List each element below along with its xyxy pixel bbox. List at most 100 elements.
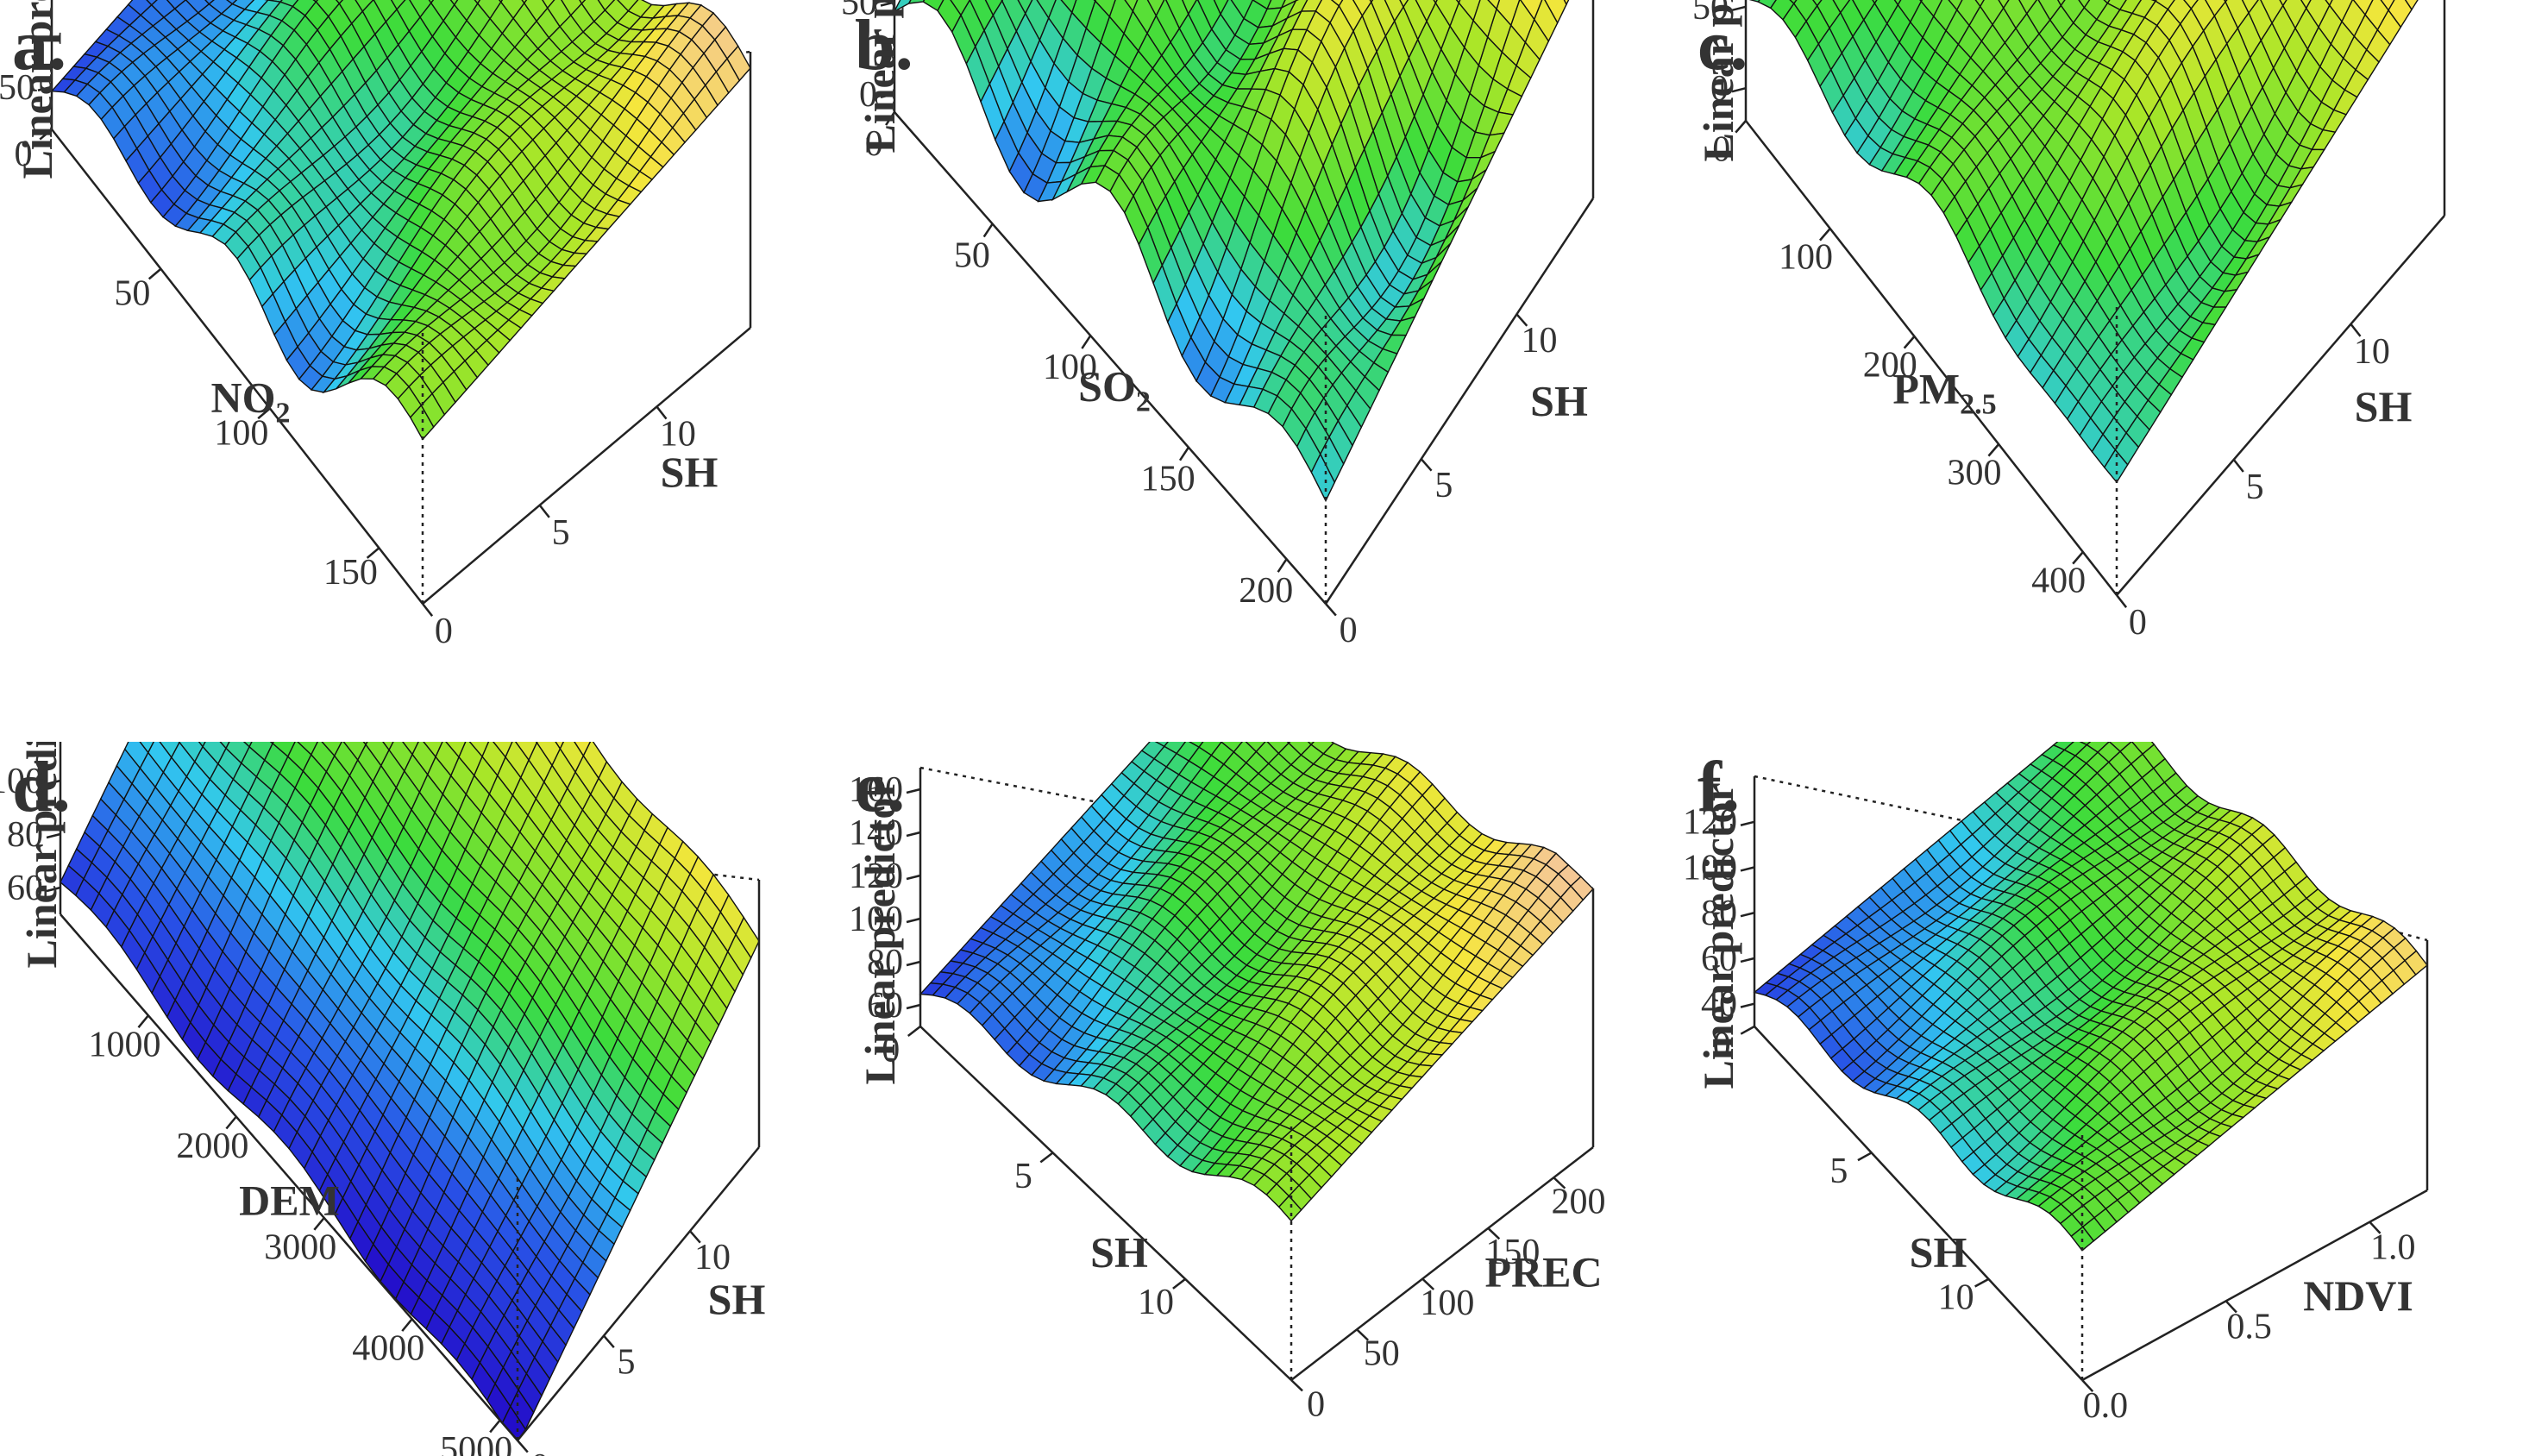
z-tick-label: 100 xyxy=(0,0,35,2)
x-tick-label: 100 xyxy=(214,413,268,453)
x-axis-label: SO2 xyxy=(1078,362,1151,418)
x-axis-label-subscript: 2 xyxy=(276,398,291,430)
z-tick-mark xyxy=(880,92,895,98)
surface-cell xyxy=(2057,0,2066,7)
y-tick-mark xyxy=(1290,1379,1303,1392)
x-axis-label: SH xyxy=(1090,1228,1148,1277)
x-tick-label: 4000 xyxy=(352,1329,424,1369)
panel-letter: a. xyxy=(12,5,66,85)
x-axis-label: NO2 xyxy=(211,373,291,430)
x-tick-mark xyxy=(2072,551,2084,565)
surface-cell xyxy=(1748,0,1760,3)
x-axis-line xyxy=(60,913,518,1441)
surface-mesh xyxy=(50,0,751,441)
z-axis-label: Linear predictor xyxy=(856,778,904,1084)
x-tick-mark xyxy=(1178,446,1189,461)
y-tick-mark xyxy=(2116,594,2128,608)
z-axis-label: Linear predictor xyxy=(1694,0,1742,162)
y-axis-label: SH xyxy=(708,1275,766,1323)
z-tick-label: 120 xyxy=(849,857,903,896)
z-tick-mark xyxy=(1731,5,1747,11)
x-tick-mark xyxy=(147,267,162,280)
z-tick-mark xyxy=(906,831,921,838)
y-tick-label: 150 xyxy=(1485,1233,1540,1272)
surface-plot: 501001500501001500510a.Linear predictorN… xyxy=(0,0,752,651)
x-axis-label: DEM xyxy=(239,1177,340,1225)
x-tick-label: 0 xyxy=(882,1030,900,1070)
panel-letter: e. xyxy=(855,747,905,827)
y-tick-label: 10 xyxy=(660,415,696,455)
y-tick-label: 5 xyxy=(2246,468,2264,507)
surface-mesh xyxy=(1753,742,2428,1252)
x-tick-label: 100 xyxy=(1043,348,1097,387)
z-tick-label: 50 xyxy=(0,68,35,108)
panel-letter: c. xyxy=(1698,5,1748,85)
x-tick-mark xyxy=(1819,228,1831,242)
surface-plot: 0501000501001502000510b.Linear predictor… xyxy=(843,0,1595,650)
x-tick-label: 50 xyxy=(954,236,990,276)
x-tick-mark xyxy=(1039,1152,1054,1164)
y-tick-label: 100 xyxy=(1420,1283,1474,1323)
x-tick-label: 1000 xyxy=(88,1026,160,1065)
x-tick-label: 200 xyxy=(1239,571,1293,611)
panel-letter: d. xyxy=(12,747,71,827)
z-axis-label: Linear predictor xyxy=(13,0,61,179)
y-axis-label: SH xyxy=(1530,377,1588,425)
surface-mesh xyxy=(893,0,1570,503)
x-tick-mark xyxy=(366,547,380,559)
x-axis-label-subscript: 2.5 xyxy=(1960,389,1997,421)
z-tick-mark xyxy=(46,886,61,893)
x-tick-mark xyxy=(401,1318,413,1332)
x-tick-label: 300 xyxy=(1947,454,2001,493)
x-tick-mark xyxy=(1735,120,1747,134)
x-tick-mark xyxy=(313,1217,325,1231)
z-tick-label: 80 xyxy=(867,943,903,982)
y-tick-mark xyxy=(1356,1328,1369,1341)
surface-cell xyxy=(1399,0,1409,9)
z-tick-label: 100 xyxy=(849,900,903,939)
z-tick-label: 50 xyxy=(1692,0,1729,28)
y-tick-mark xyxy=(422,603,434,617)
x-tick-label: 2000 xyxy=(176,1127,248,1166)
z-tick-label: 0 xyxy=(1710,69,1729,109)
y-axis-label: SH xyxy=(661,448,719,496)
surface-cell xyxy=(907,0,926,4)
z-tick-label: 60 xyxy=(867,986,903,1026)
z-tick-mark xyxy=(906,1003,921,1010)
surface-cell xyxy=(555,742,564,750)
box-edge-back xyxy=(1754,775,2428,942)
y-tick-mark xyxy=(656,405,668,420)
panel-a: 501001500501001500510a.Linear predictorN… xyxy=(0,0,843,742)
x-tick-mark xyxy=(1903,336,1916,349)
x-tick-mark xyxy=(39,129,53,141)
y-tick-label: 5 xyxy=(1434,466,1453,505)
y-tick-mark xyxy=(1487,1227,1501,1240)
surface-cell xyxy=(50,78,77,93)
surface-cell xyxy=(1757,0,1777,9)
y-axis-label: PREC xyxy=(1484,1248,1602,1296)
z-tick-mark xyxy=(46,832,61,839)
surface-cell xyxy=(937,0,962,34)
x-tick-mark xyxy=(885,111,896,126)
x-tick-label: 0 xyxy=(865,124,883,164)
x-tick-mark xyxy=(489,1419,501,1434)
z-tick-mark xyxy=(906,960,921,967)
x-tick-mark xyxy=(257,407,271,420)
x-tick-label: 150 xyxy=(323,553,378,593)
z-tick-label: 120 xyxy=(0,742,43,748)
surface-cell xyxy=(1769,0,1795,21)
surface-cell xyxy=(922,0,944,12)
surface-cell xyxy=(335,0,344,5)
x-tick-mark xyxy=(1277,558,1288,573)
surface-cell xyxy=(579,0,587,5)
z-tick-label: 100 xyxy=(0,762,43,801)
x-tick-label: 10 xyxy=(1138,1283,1174,1322)
x-tick-mark xyxy=(225,1115,237,1130)
y-tick-mark xyxy=(689,1230,701,1244)
y-axis-label: SH xyxy=(2355,382,2413,430)
y-tick-mark xyxy=(1325,603,1337,617)
surface-mesh xyxy=(60,742,760,1442)
y-tick-label: 200 xyxy=(1552,1183,1606,1222)
